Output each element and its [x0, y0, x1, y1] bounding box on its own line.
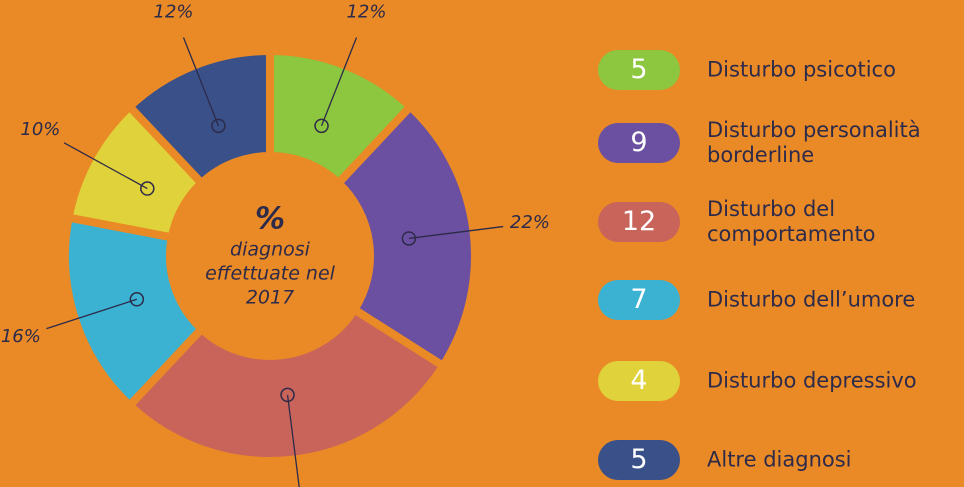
leader-line [320, 37, 358, 127]
legend-badge: 4 [598, 361, 680, 401]
callout-dot [401, 231, 417, 246]
leader-line [408, 225, 504, 240]
callout-dot [280, 387, 295, 403]
donut-segment [124, 304, 449, 465]
callout-dot [211, 118, 226, 134]
value-label: 12% [346, 1, 386, 22]
center-text: effettuate nel [205, 263, 336, 285]
leader-line [63, 142, 148, 190]
value-label: 12% [154, 1, 194, 22]
value-label: 16% [1, 326, 41, 347]
leader-line [46, 298, 138, 330]
legend-label: Disturbo depressivo [707, 368, 917, 393]
center-text: % [255, 202, 285, 237]
legend-badge: 5 [598, 50, 680, 90]
leader-line [286, 394, 300, 487]
legend-badge: 12 [598, 202, 680, 242]
legend-label: Disturbo personalità borderline [707, 118, 921, 167]
callout-dot [129, 292, 145, 307]
donut-segment [332, 100, 479, 372]
callout-dot [140, 181, 155, 196]
legend-badge: 7 [598, 280, 680, 320]
legend-badge: 5 [598, 440, 680, 480]
center-text: 2017 [246, 287, 294, 309]
value-label: 22% [510, 212, 550, 233]
leader-line [182, 37, 220, 127]
center-text: diagnosi [230, 239, 311, 261]
legend-label: Disturbo dell’umore [707, 287, 916, 312]
callout-dot [314, 118, 329, 134]
legend-label: Altre diagnosi [707, 447, 852, 472]
legend-label: Disturbo del comportamento [707, 197, 876, 246]
legend-badge: 9 [598, 123, 680, 163]
donut-segment [61, 212, 208, 412]
value-label: 10% [20, 119, 60, 140]
legend-label: Disturbo psicotico [707, 57, 896, 82]
donut-segment [124, 46, 274, 189]
